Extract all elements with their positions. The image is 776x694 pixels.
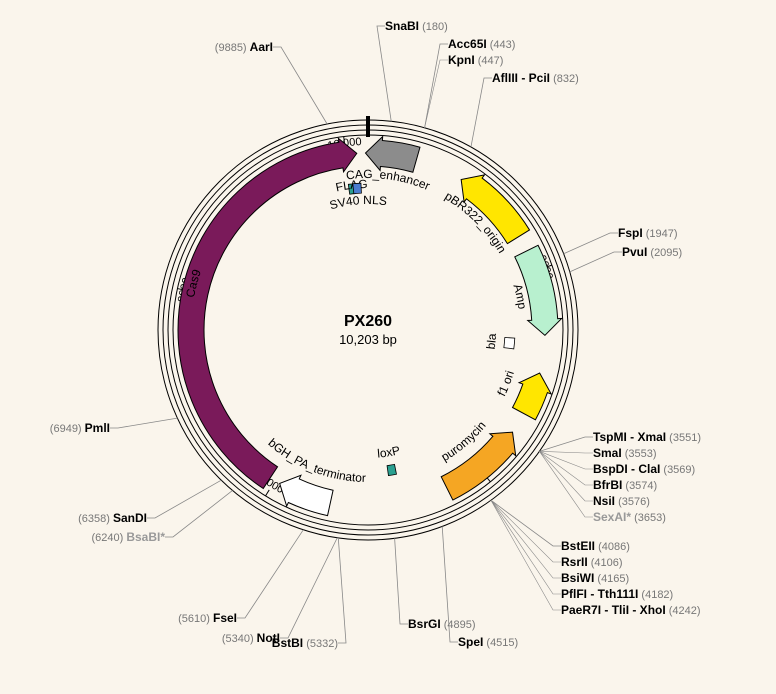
enzyme-label: FspI (1947) (618, 226, 678, 240)
enzyme-label: KpnI (447) (448, 53, 503, 67)
svg-text:FLAG: FLAG (334, 177, 367, 194)
enzyme-label: BstEII (4086) (561, 539, 630, 553)
enzyme-label: Acc65I (443) (448, 37, 515, 51)
enzyme-label: NsiI (3576) (593, 494, 650, 508)
enzyme-label: SmaI (3553) (593, 446, 657, 460)
enzyme-label: (6240) BsaBI* (91, 530, 165, 544)
enzyme-label: TspMI - XmaI (3551) (593, 430, 701, 444)
svg-text:bGH_PA_terminator: bGH_PA_terminator (266, 436, 366, 485)
feature-f1 ori (513, 373, 552, 420)
plasmid-size: 10,203 bp (339, 332, 397, 347)
plasmid-name: PX260 (344, 313, 392, 330)
backbone-ring (158, 120, 578, 540)
enzyme-label: SexAI* (3653) (593, 510, 666, 524)
enzyme-label: SpeI (4515) (458, 635, 518, 649)
enzyme-label: BfrBI (3574) (593, 478, 657, 492)
plasmid-map: 200040006000800010,000CAG_enhancerpBR322… (0, 0, 776, 694)
svg-text:bla: bla (484, 333, 499, 350)
enzyme-label: PflFI - Tth111I (4182) (561, 587, 673, 601)
enzyme-label: (9885) AarI (215, 40, 273, 54)
enzyme-label: PaeR7I - TliI - XhoI (4242) (561, 603, 701, 617)
enzyme-label: RsrII (4106) (561, 555, 623, 569)
enzyme-label: BsiWI (4165) (561, 571, 629, 585)
enzyme-label: BspDI - ClaI (3569) (593, 462, 695, 476)
enzyme-label: PvuI (2095) (622, 245, 682, 259)
svg-text:SV40 NLS: SV40 NLS (328, 193, 388, 212)
enzyme-label: (5610) FseI (178, 611, 237, 625)
enzyme-label: (6358) SanDI (78, 511, 147, 525)
small-feature-loxP (387, 464, 396, 475)
small-feature-SV40 NLS (353, 183, 362, 194)
svg-text:f1 ori: f1 ori (494, 369, 516, 398)
enzyme-label: AflIII - PciI (832) (492, 71, 579, 85)
enzyme-label: (5340) NotI (222, 631, 280, 645)
plasmid-title: PX260 10,203 bp (339, 313, 397, 347)
feature-CAG_enhancer (365, 137, 419, 173)
enzyme-label: BsrGI (4895) (408, 617, 476, 631)
enzyme-label: (6949) PmlI (50, 421, 110, 435)
feature-bGH_PA_terminator (280, 475, 333, 515)
svg-text:loxP: loxP (377, 443, 402, 461)
enzyme-label: SnaBI (180) (385, 19, 448, 33)
small-feature-bla (504, 338, 515, 349)
